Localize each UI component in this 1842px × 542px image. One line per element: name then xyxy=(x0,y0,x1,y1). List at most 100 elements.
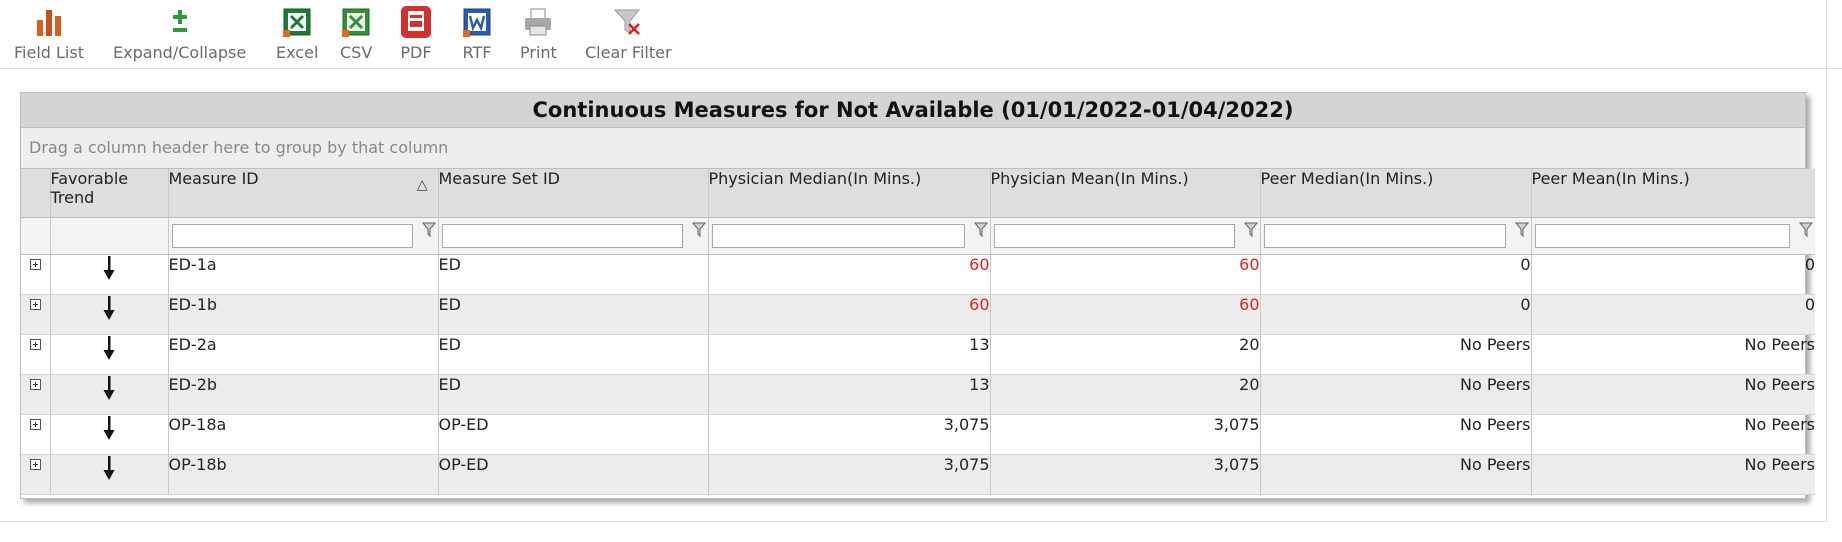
expand-row-icon[interactable] xyxy=(29,339,41,350)
measure-set-id-cell: ED xyxy=(438,254,709,295)
expand-collapse-icon xyxy=(164,6,196,38)
header-measure-id-label: Measure ID xyxy=(168,169,259,188)
peer-mean-cell: No Peers xyxy=(1531,454,1815,495)
expand-row-icon[interactable] xyxy=(29,379,41,390)
field-list-icon xyxy=(33,6,65,38)
favorable-trend-cell xyxy=(50,374,169,415)
pdf-export-button[interactable]: PDF xyxy=(400,6,432,62)
table-row[interactable]: ED-1a ED 60 60 0 0 xyxy=(21,254,1815,295)
filter-cell-peer-median xyxy=(1260,217,1532,255)
expand-row-icon[interactable] xyxy=(29,419,41,430)
filter-cell-physician-median xyxy=(708,217,991,255)
peer-mean-cell: No Peers xyxy=(1531,374,1815,415)
physician-median-cell: 60 xyxy=(708,254,991,295)
filter-input-peer-mean[interactable] xyxy=(1534,224,1790,248)
excel-label: Excel xyxy=(276,43,319,62)
filter-icon[interactable] xyxy=(1514,222,1529,242)
table-row[interactable]: ED-1b ED 60 60 0 0 xyxy=(21,294,1815,335)
filter-input-measure-id[interactable] xyxy=(171,224,413,248)
peer-median-cell: No Peers xyxy=(1260,374,1532,415)
header-favorable-trend[interactable]: Favorable Trend xyxy=(50,169,169,218)
filter-input-physician-mean[interactable] xyxy=(993,224,1235,248)
favorable-trend-cell xyxy=(50,254,169,295)
toolbar: Field List Expand/Collapse Excel xyxy=(0,0,1842,69)
excel-icon xyxy=(281,6,313,38)
physician-mean-cell: 60 xyxy=(990,294,1261,335)
down-arrow-icon xyxy=(103,376,115,400)
field-list-button[interactable]: Field List xyxy=(14,6,84,62)
header-measure-id[interactable]: Measure ID △ xyxy=(168,169,439,218)
physician-median-cell: 13 xyxy=(708,334,991,375)
rtf-icon xyxy=(461,6,493,38)
peer-median-cell: 0 xyxy=(1260,254,1532,295)
measure-id-cell: ED-2a xyxy=(168,334,439,375)
table-row[interactable]: ED-2a ED 13 20 No Peers No Peers xyxy=(21,334,1815,375)
expand-collapse-button[interactable]: Expand/Collapse xyxy=(113,6,246,62)
physician-mean-cell: 3,075 xyxy=(990,454,1261,495)
physician-median-cell: 3,075 xyxy=(708,454,991,495)
expand-row-icon[interactable] xyxy=(29,459,41,470)
filter-input-physician-median[interactable] xyxy=(711,224,965,248)
peer-median-cell: No Peers xyxy=(1260,334,1532,375)
expand-collapse-label: Expand/Collapse xyxy=(113,43,247,62)
print-button[interactable]: Print xyxy=(520,6,557,62)
filter-input-peer-median[interactable] xyxy=(1263,224,1506,248)
down-arrow-icon xyxy=(103,336,115,360)
peer-median-cell: No Peers xyxy=(1260,414,1532,455)
print-label: Print xyxy=(520,43,557,62)
clear-filter-icon xyxy=(612,6,644,38)
physician-median-cell: 13 xyxy=(708,374,991,415)
measure-set-id-cell: OP-ED xyxy=(438,454,709,495)
filter-icon[interactable] xyxy=(691,222,706,242)
csv-export-button[interactable]: CSV xyxy=(340,6,372,62)
header-physician-median[interactable]: Physician Median(In Mins.) xyxy=(708,169,991,218)
rtf-export-button[interactable]: RTF xyxy=(461,6,493,62)
peer-mean-cell: No Peers xyxy=(1531,414,1815,455)
peer-mean-cell: No Peers xyxy=(1531,334,1815,375)
filter-row xyxy=(21,217,1815,255)
table-row[interactable]: OP-18b OP-ED 3,075 3,075 No Peers No Pee… xyxy=(21,454,1815,495)
data-grid: Favorable Trend Measure ID △ Measure Set… xyxy=(21,169,1815,495)
excel-export-button[interactable]: Excel xyxy=(276,6,318,62)
filter-cell-empty xyxy=(50,217,169,255)
down-arrow-icon xyxy=(103,256,115,280)
peer-mean-cell: 0 xyxy=(1531,294,1815,335)
filter-cell-peer-mean xyxy=(1531,217,1815,255)
down-arrow-icon xyxy=(103,416,115,440)
group-by-panel[interactable]: Drag a column header here to group by th… xyxy=(21,128,1805,169)
pdf-label: PDF xyxy=(400,43,432,62)
table-row[interactable]: ED-2b ED 13 20 No Peers No Peers xyxy=(21,374,1815,415)
header-measure-set-id[interactable]: Measure Set ID xyxy=(438,169,709,218)
expand-row-icon[interactable] xyxy=(29,259,41,270)
header-physician-mean[interactable]: Physician Mean(In Mins.) xyxy=(990,169,1261,218)
physician-mean-cell: 60 xyxy=(990,254,1261,295)
filter-icon[interactable] xyxy=(1798,222,1814,242)
expand-row-icon[interactable] xyxy=(29,299,41,310)
table-row[interactable]: OP-18a OP-ED 3,075 3,075 No Peers No Pee… xyxy=(21,414,1815,455)
favorable-trend-cell xyxy=(50,454,169,495)
peer-median-cell: 0 xyxy=(1260,294,1532,335)
header-row: Favorable Trend Measure ID △ Measure Set… xyxy=(21,169,1815,218)
measure-id-cell: ED-2b xyxy=(168,374,439,415)
measure-set-id-cell: ED xyxy=(438,374,709,415)
physician-median-cell: 60 xyxy=(708,294,991,335)
filter-icon[interactable] xyxy=(421,222,436,242)
frame-border-right xyxy=(1826,0,1827,522)
filter-input-measure-set-id[interactable] xyxy=(441,224,683,248)
filter-cell-measure-id xyxy=(168,217,439,255)
filter-icon[interactable] xyxy=(973,222,988,242)
filter-icon[interactable] xyxy=(1243,222,1258,242)
physician-mean-cell: 20 xyxy=(990,374,1261,415)
measure-id-cell: OP-18a xyxy=(168,414,439,455)
csv-label: CSV xyxy=(340,43,373,62)
print-icon xyxy=(522,6,554,38)
measure-set-id-cell: ED xyxy=(438,294,709,335)
grid-panel: Continuous Measures for Not Available (0… xyxy=(20,92,1815,499)
header-peer-mean[interactable]: Peer Mean(In Mins.) xyxy=(1531,169,1815,218)
header-peer-median[interactable]: Peer Median(In Mins.) xyxy=(1260,169,1532,218)
favorable-trend-cell xyxy=(50,294,169,335)
expand-cell xyxy=(21,414,51,455)
grid-title: Continuous Measures for Not Available (0… xyxy=(21,93,1805,128)
clear-filter-button[interactable]: Clear Filter xyxy=(585,6,672,62)
physician-median-cell: 3,075 xyxy=(708,414,991,455)
